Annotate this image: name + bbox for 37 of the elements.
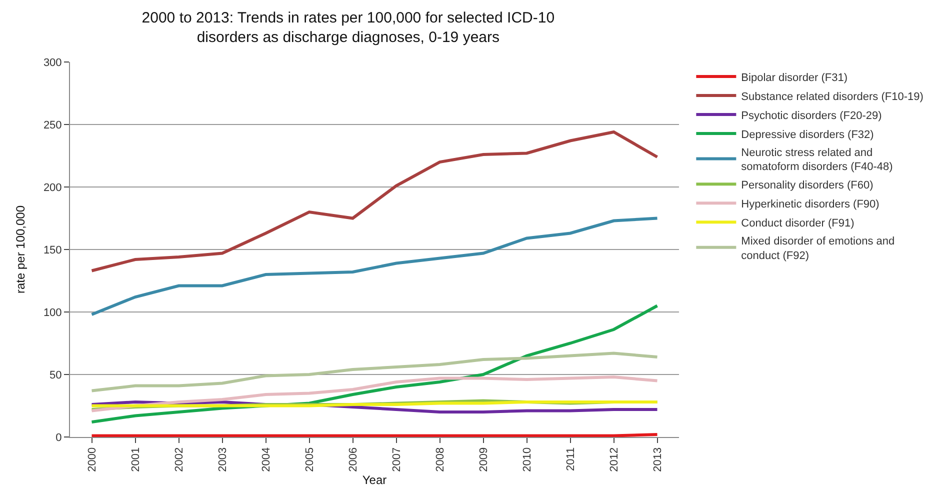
legend-label: Bipolar disorder (F31) <box>741 72 848 84</box>
x-tick-label: 2011 <box>564 447 577 472</box>
x-tick-label: 2001 <box>130 447 142 472</box>
x-tick-label: 2004 <box>260 447 272 472</box>
chart-title: 2000 to 2013: Trends in rates per 100,000 for selected ICD-10 disorders as discharge diagnoses, 0-19 years <box>142 9 555 46</box>
x-tick-label: 2002 <box>173 447 186 472</box>
legend-label: Substance related disorders (F10-19) <box>741 90 924 103</box>
y-tick-label: 0 <box>56 432 62 444</box>
y-tick-label: 250 <box>43 119 62 132</box>
x-tick-label: 2013 <box>652 447 664 472</box>
y-tick-label: 150 <box>43 244 62 256</box>
legend-label: Psychotic disorders (F20-29) <box>741 110 882 122</box>
x-tick-label: 2000 <box>86 447 98 472</box>
line-series <box>90 216 659 316</box>
x-tick-label: 2003 <box>216 447 229 472</box>
line-series <box>90 130 659 272</box>
x-axis-title: Year <box>362 472 387 487</box>
legend-label: Mixed disorder of emotions and conduct (F92) <box>741 236 895 262</box>
x-tick-label: 2012 <box>608 447 620 472</box>
legend-label: Hyperkinetic disorders (F90) <box>741 198 880 210</box>
legend-label: Depressive disorders (F32) <box>741 128 874 141</box>
x-tick-label: 2005 <box>304 447 316 472</box>
y-tick-label: 100 <box>43 306 62 319</box>
y-axis-title: rate per 100,000 <box>14 205 28 294</box>
y-tick-label: 300 <box>43 56 62 69</box>
y-tick-label: 50 <box>50 369 62 382</box>
line-series <box>90 376 659 412</box>
x-tick-label: 2006 <box>347 447 360 472</box>
y-tick-label: 200 <box>43 182 62 194</box>
x-tick-label: 2009 <box>478 447 490 472</box>
legend-label: Neurotic stress related and somatoform disorders (F40-48) <box>741 146 893 174</box>
x-tick-label: 2010 <box>521 447 534 472</box>
legend-label: Personality disorders (F60) <box>741 179 874 192</box>
x-tick-label: 2008 <box>434 447 446 472</box>
line-series <box>90 352 659 392</box>
x-tick-label: 2007 <box>390 447 403 472</box>
legend-label: Conduct disorder (F91) <box>741 217 854 230</box>
